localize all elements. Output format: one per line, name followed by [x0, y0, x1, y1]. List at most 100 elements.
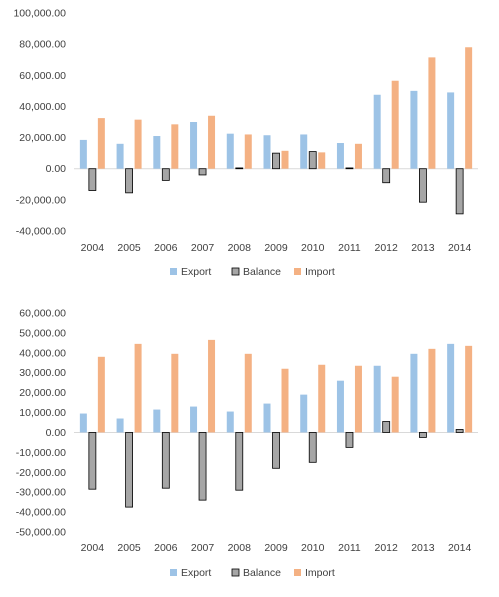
balance-bar: [235, 167, 244, 170]
import-bar: [354, 143, 362, 169]
balance-bar: [419, 168, 427, 203]
x-tick-label: 2007: [191, 242, 215, 254]
import-bar: [428, 57, 436, 169]
y-tick-label: -40,000.00: [16, 507, 66, 519]
y-tick-label: -20,000.00: [16, 467, 66, 479]
export-bar: [447, 92, 455, 169]
export-bar: [153, 409, 161, 433]
chart-1: -40,000.00 -20,000.00 0.00 20,000.00 40,000.…: [13, 8, 478, 278]
y-tick-label: 0.00: [46, 427, 67, 439]
y-tick-label: 40,000.00: [19, 101, 66, 113]
y-tick-label: -50,000.00: [16, 527, 66, 539]
x-tick-label: 2011: [338, 542, 361, 554]
x-tick-label: 2006: [154, 542, 178, 554]
import-bar: [244, 353, 252, 433]
balance-bar: [235, 432, 244, 491]
x-tick-label: 2010: [301, 542, 325, 554]
y-tick-label: 30,000.00: [19, 367, 66, 379]
balance-bar: [161, 432, 170, 489]
x-tick-label: 2005: [117, 242, 141, 254]
x-tick-label: 2008: [228, 542, 252, 554]
legend-swatch-balance: [231, 568, 240, 577]
x-tick-label: 2008: [228, 242, 252, 254]
y-tick-label: 60,000.00: [19, 70, 66, 82]
y-tick-label: 20,000.00: [19, 132, 66, 144]
legend-swatch-export: [170, 569, 177, 576]
legend-label-import: Import: [305, 266, 335, 278]
legend-swatch-balance: [231, 267, 240, 276]
import-bar: [318, 152, 326, 169]
legend-swatch-import: [294, 569, 301, 576]
export-bar: [263, 135, 271, 169]
import-bar: [244, 134, 252, 169]
balance-bar: [161, 168, 170, 181]
balance-bar: [455, 168, 464, 215]
import-bar: [428, 348, 436, 433]
y-tick-label: 100,000.00: [13, 8, 66, 20]
balance-bar: [272, 432, 280, 469]
balance-bar: [198, 168, 207, 176]
balance-bar: [345, 167, 354, 170]
x-tick-label: 2005: [117, 542, 141, 554]
balance-bar: [88, 432, 97, 490]
x-tick-label: 2014: [448, 242, 472, 254]
balance-bar: [345, 432, 354, 448]
export-bar: [226, 411, 234, 433]
export-bar: [190, 406, 198, 433]
x-tick-label: 2013: [411, 542, 435, 554]
x-tick-label: 2006: [154, 242, 178, 254]
export-bar: [336, 380, 344, 433]
x-tick-label: 2013: [411, 242, 435, 254]
x-tick-label: 2004: [81, 542, 105, 554]
import-bar: [208, 115, 216, 169]
import-bar: [465, 47, 473, 169]
x-tick-label: 2011: [338, 242, 361, 254]
import-bar: [281, 368, 289, 433]
legend-swatch-import: [294, 268, 301, 275]
legend-label-balance: Balance: [243, 567, 281, 579]
export-bar: [410, 353, 418, 433]
balance-bar: [455, 429, 464, 433]
chart-2: -50,000.00 -40,000.00 -30,000.00 -20,000.00…: [16, 308, 478, 579]
legend-label-import: Import: [305, 567, 335, 579]
balance-bar: [308, 432, 317, 463]
legend-label-export: Export: [181, 567, 211, 579]
y-tick-label: 40,000.00: [19, 347, 66, 359]
x-tick-label: 2009: [264, 542, 288, 554]
import-bar: [171, 124, 179, 169]
legend-swatch-export: [170, 268, 177, 275]
y-tick-label: 0.00: [46, 163, 67, 175]
balance-bar: [88, 168, 97, 191]
import-bar: [465, 345, 473, 433]
import-bar: [391, 80, 399, 169]
import-bar: [318, 364, 326, 433]
y-tick-label: 20,000.00: [19, 387, 66, 399]
y-tick-label: -10,000.00: [16, 447, 66, 459]
legend-label-export: Export: [181, 266, 211, 278]
y-tick-label: -40,000.00: [16, 226, 66, 238]
x-tick-label: 2009: [264, 242, 288, 254]
export-bar: [300, 134, 308, 169]
export-bar: [410, 90, 418, 169]
legend-label-balance: Balance: [243, 266, 281, 278]
y-tick-label: 60,000.00: [19, 308, 66, 320]
x-tick-label: 2004: [81, 242, 105, 254]
export-bar: [153, 136, 161, 169]
export-bar: [79, 413, 87, 433]
export-bar: [116, 143, 124, 169]
balance-bar: [198, 432, 207, 501]
import-bar: [281, 150, 289, 169]
y-tick-label: -30,000.00: [16, 487, 66, 499]
import-bar: [391, 376, 399, 433]
balance-bar: [382, 168, 391, 184]
import-bar: [97, 356, 105, 433]
x-tick-label: 2012: [375, 542, 399, 554]
x-tick-label: 2012: [375, 242, 399, 254]
import-bar: [97, 118, 105, 169]
export-bar: [373, 94, 381, 169]
balance-bar: [308, 151, 317, 170]
export-bar: [373, 365, 381, 433]
export-bar: [263, 403, 271, 433]
export-bar: [116, 418, 124, 433]
